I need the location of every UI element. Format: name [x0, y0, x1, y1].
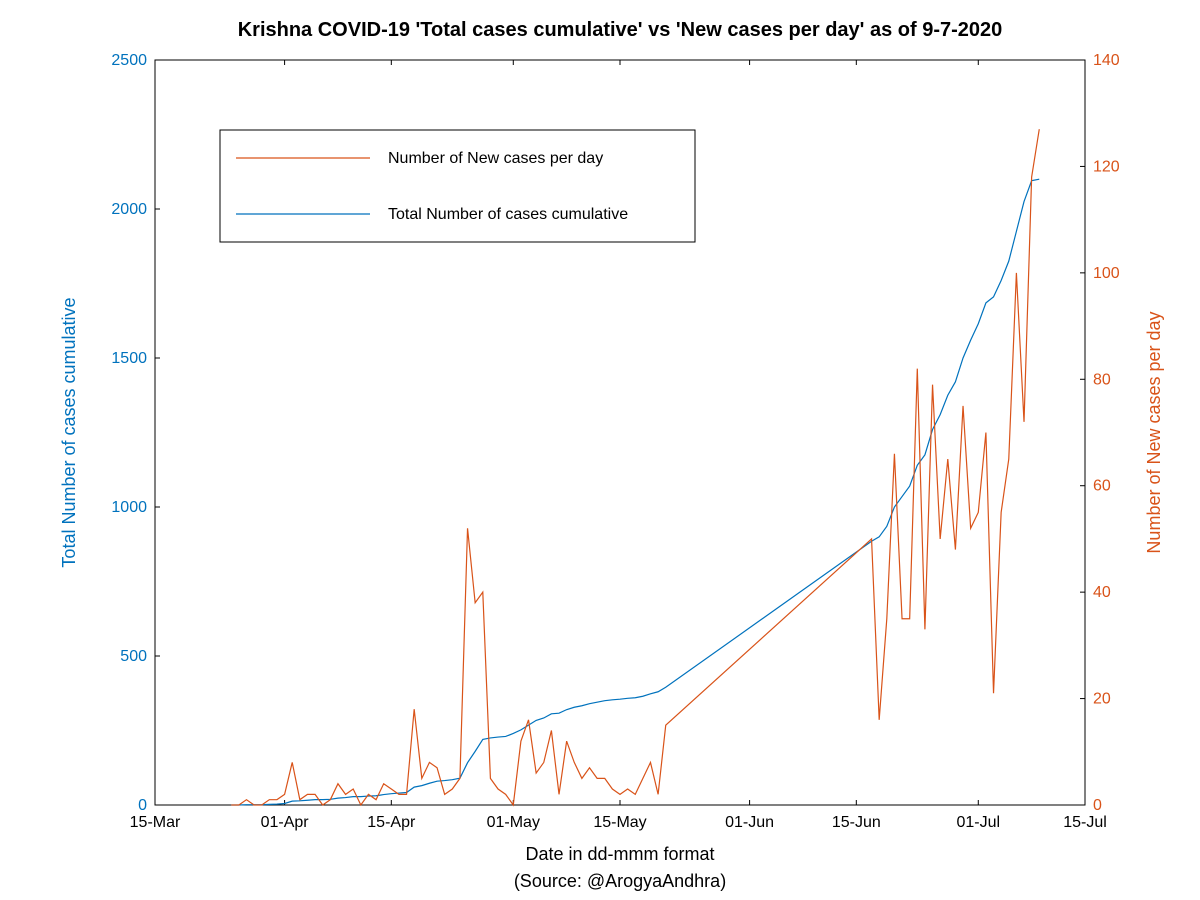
y-left-tick-label: 1000	[111, 499, 147, 516]
y-right-tick-label: 140	[1093, 52, 1120, 69]
y-right-tick-label: 40	[1093, 584, 1111, 601]
legend-box	[220, 130, 695, 242]
x-tick-label: 15-Jun	[832, 814, 881, 831]
x-tick-label: 15-Mar	[130, 814, 181, 831]
chart-title: Krishna COVID-19 'Total cases cumulative…	[238, 19, 1003, 41]
x-tick-label: 01-May	[487, 814, 540, 831]
x-tick-label: 01-Jun	[725, 814, 774, 831]
y-left-tick-label: 500	[120, 648, 147, 665]
y-right-tick-label: 20	[1093, 691, 1111, 708]
y-left-ticks: 0 500 1000 1500 2000 2500	[111, 52, 160, 814]
x-tick-label: 15-Jul	[1063, 814, 1107, 831]
y-right-ticks: 0 20 40 60 80 100 120 140	[1080, 52, 1120, 814]
y-left-axis-label: Total Number of cases cumulative	[59, 297, 79, 567]
y-right-tick-label: 120	[1093, 158, 1120, 175]
x-tick-label: 15-May	[593, 814, 646, 831]
legend: Number of New cases per day Total Number…	[220, 130, 695, 242]
y-left-tick-label: 2000	[111, 201, 147, 218]
legend-label-newcases: Number of New cases per day	[388, 150, 603, 167]
y-right-tick-label: 60	[1093, 478, 1111, 495]
y-left-tick-label: 1500	[111, 350, 147, 367]
y-right-axis-label: Number of New cases per day	[1144, 311, 1164, 553]
y-left-tick-label: 2500	[111, 52, 147, 69]
covid-dual-axis-chart: Krishna COVID-19 'Total cases cumulative…	[0, 0, 1200, 900]
x-tick-label: 15-Apr	[367, 814, 416, 831]
x-axis-sublabel: (Source: @ArogyaAndhra)	[514, 871, 726, 891]
y-right-tick-label: 0	[1093, 797, 1102, 814]
x-tick-label: 01-Jul	[956, 814, 1000, 831]
cumulative-cases-line	[231, 179, 1039, 805]
y-left-tick-label: 0	[138, 797, 147, 814]
y-right-tick-label: 100	[1093, 265, 1120, 282]
y-right-tick-label: 80	[1093, 371, 1111, 388]
x-tick-label: 01-Apr	[261, 814, 310, 831]
legend-label-cumulative: Total Number of cases cumulative	[388, 206, 628, 223]
x-axis-label: Date in dd-mmm format	[525, 844, 714, 864]
